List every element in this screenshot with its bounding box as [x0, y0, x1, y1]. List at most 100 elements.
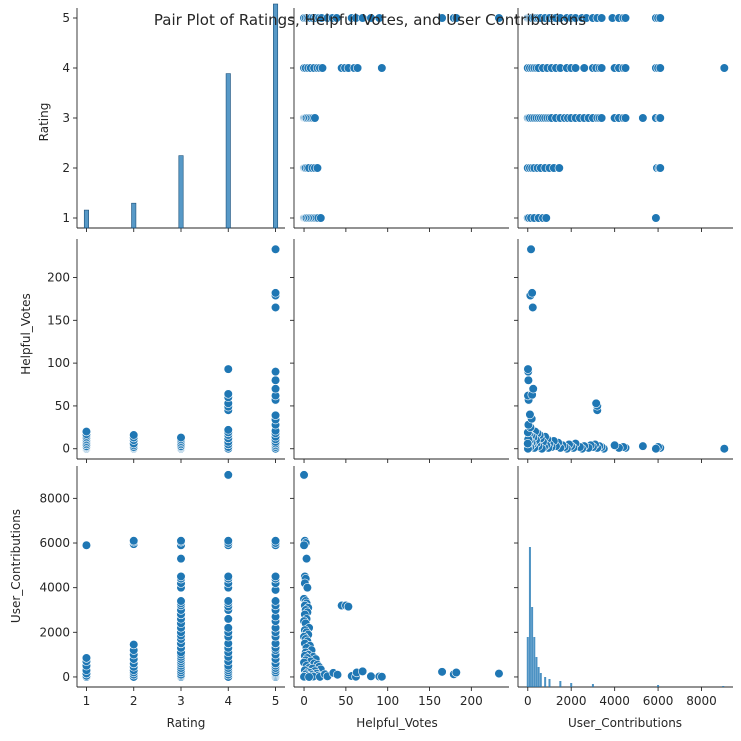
- y-tick-label: 4: [62, 61, 70, 75]
- histogram-bar: [83, 209, 89, 229]
- scatter-point: [638, 441, 648, 451]
- y-tick-label: 150: [47, 313, 70, 327]
- scatter-point: [579, 63, 589, 73]
- scatter-point: [270, 244, 281, 254]
- scatter-point: [523, 375, 534, 385]
- histogram-bar: [544, 677, 547, 687]
- scatter-point: [223, 536, 233, 546]
- x-tick-label: 6000: [643, 694, 674, 708]
- scatter-point: [377, 63, 387, 73]
- panel-1-1: [290, 239, 509, 463]
- scatter-point: [597, 63, 607, 73]
- scatter-point: [316, 213, 326, 223]
- scatter-point: [451, 13, 461, 23]
- scatter-point: [81, 540, 92, 550]
- x-tick-label: 50: [338, 694, 353, 708]
- scatter-point: [270, 410, 281, 420]
- y-axis-label-rating: Rating: [37, 103, 51, 142]
- scatter-point: [528, 302, 538, 313]
- scatter-point: [620, 13, 631, 23]
- panel-0-1: [290, 8, 509, 232]
- x-tick-label: 0: [300, 694, 308, 708]
- scatter-point: [270, 302, 281, 313]
- scatter-point: [223, 571, 233, 582]
- scatter-point: [81, 427, 92, 437]
- scatter-point: [176, 596, 186, 606]
- scatter-point: [304, 672, 314, 682]
- scatter-point: [570, 63, 581, 73]
- scatter-point: [357, 666, 368, 676]
- scatter-point: [223, 364, 233, 374]
- histogram-bar: [225, 73, 231, 229]
- histogram-bar: [559, 681, 562, 687]
- scatter-point: [129, 639, 139, 650]
- scatter-point: [270, 375, 281, 385]
- scatter-point: [523, 364, 533, 374]
- scatter-point: [527, 288, 537, 298]
- scatter-point: [437, 667, 447, 677]
- histogram-bar: [539, 673, 542, 687]
- y-axis-label-helpful-votes: Helpful_Votes: [19, 293, 33, 374]
- scatter-point: [176, 536, 186, 546]
- histogram-bar: [526, 637, 529, 687]
- histogram-bar: [570, 683, 573, 687]
- y-tick-label: 4000: [39, 581, 70, 595]
- scatter-point: [610, 440, 620, 450]
- scatter-point: [597, 13, 607, 23]
- scatter-point: [523, 438, 533, 449]
- scatter-point: [451, 667, 461, 678]
- scatter-point: [541, 213, 551, 223]
- y-tick-label: 2000: [39, 625, 70, 639]
- x-axis-label-user-contributions: User_Contributions: [568, 716, 682, 730]
- y-tick-label: 200: [47, 271, 70, 285]
- scatter-point: [176, 571, 186, 582]
- scatter-point: [591, 398, 601, 408]
- histogram-bar: [528, 547, 531, 687]
- scatter-point: [176, 554, 186, 564]
- scatter-point: [299, 470, 309, 480]
- scatter-point: [299, 540, 309, 550]
- scatter-point: [651, 444, 661, 454]
- scatter-point: [223, 623, 233, 633]
- x-tick-label: 2: [130, 694, 138, 708]
- histogram-bar: [531, 607, 534, 687]
- scatter-point: [655, 113, 665, 123]
- scatter-point: [270, 536, 281, 546]
- histogram-bar: [722, 686, 725, 687]
- scatter-point: [129, 536, 139, 546]
- scatter-point: [525, 409, 535, 420]
- scatter-point: [343, 602, 353, 612]
- x-tick-label: 5: [272, 694, 280, 708]
- y-tick-label: 6000: [39, 536, 70, 550]
- scatter-point: [437, 13, 447, 23]
- scatter-point: [270, 384, 281, 394]
- y-tick-label: 100: [47, 356, 70, 370]
- scatter-point: [526, 244, 536, 254]
- y-tick-label: 8000: [39, 491, 70, 505]
- panel-2-0: [73, 466, 285, 691]
- histogram-bar: [533, 637, 536, 687]
- scatter-point: [719, 444, 729, 454]
- scatter-point: [352, 63, 363, 73]
- scatter-point: [651, 213, 661, 223]
- scatter-point: [528, 384, 538, 394]
- y-tick-label: 5: [62, 11, 70, 25]
- histogram-bar: [178, 155, 184, 229]
- scatter-point: [597, 113, 607, 123]
- scatter-point: [270, 596, 281, 606]
- x-tick-label: 150: [418, 694, 441, 708]
- x-axis-label-helpful-votes: Helpful_Votes: [356, 716, 437, 730]
- scatter-point: [270, 288, 281, 298]
- chart-title: Pair Plot of Ratings, Helpful Votes, and…: [154, 11, 586, 29]
- y-tick-label: 2: [62, 161, 70, 175]
- scatter-point: [223, 425, 233, 435]
- scatter-point: [494, 669, 504, 679]
- scatter-point: [366, 671, 376, 681]
- x-tick-label: 0: [524, 694, 532, 708]
- scatter-point: [332, 13, 342, 23]
- scatter-point: [312, 163, 323, 173]
- scatter-point: [129, 430, 139, 440]
- scatter-point: [302, 583, 312, 593]
